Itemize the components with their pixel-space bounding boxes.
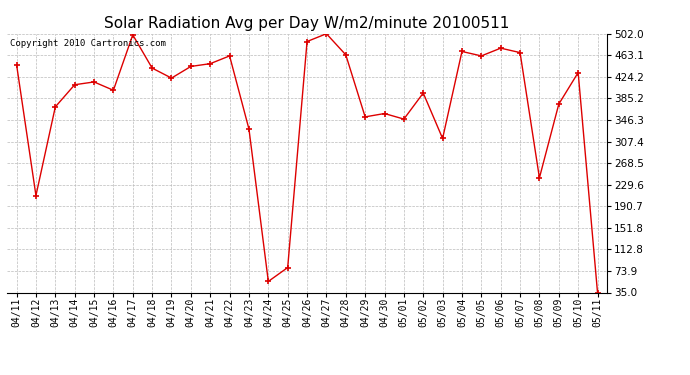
Text: Copyright 2010 Cartronics.com: Copyright 2010 Cartronics.com	[10, 39, 166, 48]
Title: Solar Radiation Avg per Day W/m2/minute 20100511: Solar Radiation Avg per Day W/m2/minute …	[104, 16, 510, 31]
